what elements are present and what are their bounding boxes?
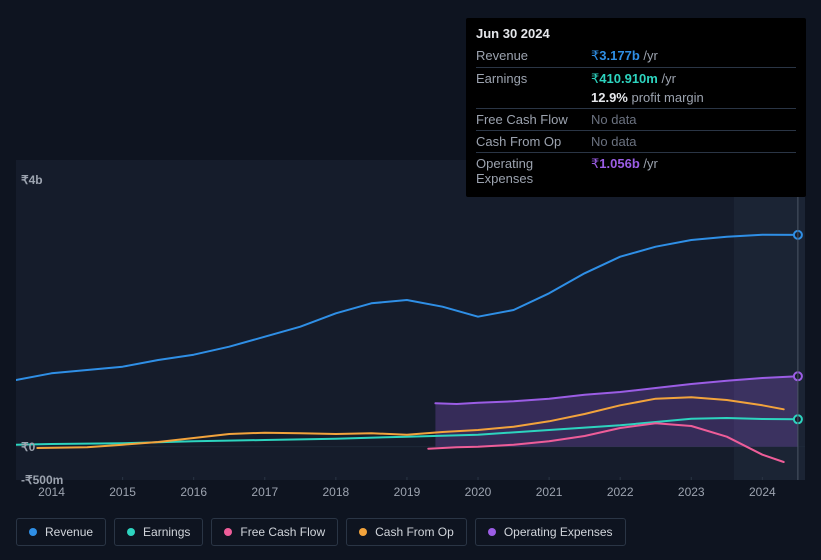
tooltip-row-value: ₹1.056b /yr <box>591 153 796 190</box>
legend-label: Cash From Op <box>375 525 454 539</box>
tooltip-row-value: ₹410.910m /yr <box>591 68 796 91</box>
legend-item[interactable]: Earnings <box>114 518 203 546</box>
legend-swatch-icon <box>224 528 232 536</box>
tooltip-table: Revenue₹3.177b /yrEarnings₹410.910m /yr1… <box>476 45 796 189</box>
x-tick-label: 2018 <box>323 485 350 499</box>
tooltip-row: Cash From OpNo data <box>476 131 796 153</box>
chart-legend: Revenue Earnings Free Cash Flow Cash From O… <box>16 518 626 546</box>
tooltip-row-value: ₹3.177b /yr <box>591 45 796 68</box>
legend-label: Operating Expenses <box>504 525 613 539</box>
legend-label: Revenue <box>45 525 93 539</box>
legend-swatch-icon <box>127 528 135 536</box>
y-tick-label: -₹500m <box>21 473 63 487</box>
tooltip-row-value: No data <box>591 109 796 131</box>
tooltip-row-extra: 12.9% profit margin <box>476 90 796 109</box>
tooltip-row-label: Free Cash Flow <box>476 109 591 131</box>
legend-swatch-icon <box>359 528 367 536</box>
legend-item[interactable]: Free Cash Flow <box>211 518 338 546</box>
x-tick-label: 2024 <box>749 485 776 499</box>
x-tick-label: 2019 <box>394 485 421 499</box>
tooltip-title: Jun 30 2024 <box>476 26 796 41</box>
tooltip-row: Earnings₹410.910m /yr <box>476 68 796 91</box>
tooltip-row-label: Earnings <box>476 68 591 91</box>
legend-item[interactable]: Revenue <box>16 518 106 546</box>
tooltip-row-label: Operating Expenses <box>476 153 591 190</box>
legend-swatch-icon <box>29 528 37 536</box>
tooltip-row: Free Cash FlowNo data <box>476 109 796 131</box>
y-tick-label: ₹4b <box>21 173 43 187</box>
x-axis: 2014 2015 2016 2017 2018 2019 2020 2021 2022 2023… <box>16 485 805 499</box>
x-tick-label: 2015 <box>109 485 136 499</box>
legend-swatch-icon <box>488 528 496 536</box>
x-tick-label: 2022 <box>607 485 634 499</box>
x-tick-label: 2020 <box>465 485 492 499</box>
x-tick-label: 2014 <box>38 485 65 499</box>
tooltip-row: Operating Expenses₹1.056b /yr <box>476 153 796 190</box>
x-tick-label: 2017 <box>251 485 278 499</box>
x-tick-label: 2016 <box>180 485 207 499</box>
x-tick-label: 2023 <box>678 485 705 499</box>
tooltip-row-value: No data <box>591 131 796 153</box>
y-tick-label: ₹0 <box>21 440 35 454</box>
chart-tooltip: Jun 30 2024 Revenue₹3.177b /yrEarnings₹4… <box>466 18 806 197</box>
legend-item[interactable]: Cash From Op <box>346 518 467 546</box>
financial-chart <box>16 160 805 480</box>
tooltip-row-label: Cash From Op <box>476 131 591 153</box>
tooltip-row: Revenue₹3.177b /yr <box>476 45 796 68</box>
legend-label: Free Cash Flow <box>240 525 325 539</box>
x-tick-label: 2021 <box>536 485 563 499</box>
legend-label: Earnings <box>143 525 190 539</box>
legend-item[interactable]: Operating Expenses <box>475 518 626 546</box>
tooltip-row-label: Revenue <box>476 45 591 68</box>
